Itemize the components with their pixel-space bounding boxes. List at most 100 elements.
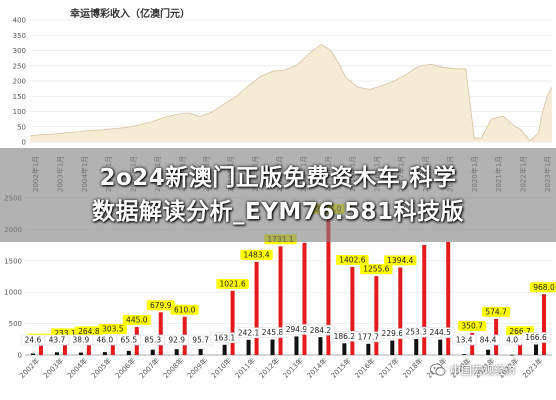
black-value-label: 242.1: [238, 328, 260, 337]
black-value-box: [306, 324, 335, 336]
red-value-label: 1255.6: [363, 265, 389, 274]
black-value-label: 294.9: [286, 325, 308, 334]
red-value-badge: [384, 255, 417, 266]
black-series-bar: [174, 349, 179, 355]
black-series-bar: [198, 348, 203, 355]
top-y-tick-label: 200: [13, 78, 26, 86]
black-value-box: [476, 334, 501, 346]
red-value-label: 968.0: [533, 283, 555, 292]
black-value-label: 38.9: [73, 336, 90, 345]
red-value-label: 1483.4: [243, 250, 269, 259]
revenue-area: [30, 44, 552, 142]
black-value-label: 245.8: [262, 328, 284, 337]
bottom-x-tick-label: 2007年: [137, 356, 161, 380]
black-series-bar: [366, 343, 371, 355]
black-value-label: 43.7: [49, 336, 66, 345]
black-value-box: [68, 334, 93, 346]
red-series-bar: [350, 266, 355, 355]
gaming-revenue-area-chart: 幸运博彩收入（亿澳门元） 0 50 100 150 200 250 300 350 400: [0, 0, 556, 148]
black-value-label: 229.6: [382, 329, 404, 338]
red-series-bar: [278, 246, 283, 355]
bottom-x-tick-label: 2005年: [89, 356, 113, 380]
top-y-tick-label: 100: [13, 108, 26, 116]
red-series-bar: [542, 294, 547, 355]
black-series-bar: [510, 354, 515, 356]
black-value-box: [425, 327, 455, 338]
bottom-y-tick-label: 1000: [4, 289, 22, 297]
black-value-label: 163.1: [214, 333, 236, 342]
revenue-line: [29, 43, 553, 142]
top-y-tick-label: 250: [13, 62, 26, 70]
wechat-icon: [430, 363, 446, 376]
red-value-badge: [530, 282, 556, 293]
black-series-bar: [78, 352, 83, 355]
black-value-label: 24.6: [25, 336, 42, 345]
red-series-bar: [86, 338, 91, 355]
top-y-tick-label: 350: [13, 32, 26, 40]
red-value-label: 1394.4: [387, 256, 413, 265]
red-value-label: 350.7: [461, 322, 483, 331]
black-value-label: 65.5: [120, 336, 137, 345]
black-series-bar: [294, 336, 299, 355]
black-series-bar: [150, 349, 155, 355]
bottom-y-tick-label: 500: [9, 320, 22, 328]
bottom-x-tick-label: 2011年: [233, 356, 257, 380]
red-series-bar: [446, 241, 451, 355]
red-value-label: 610.0: [174, 305, 196, 314]
black-value-label: 84.4: [480, 336, 497, 345]
bottom-x-tick-label: 2018年: [401, 356, 425, 380]
top-y-tick-label: 0: [22, 139, 26, 147]
black-series-bar: [390, 340, 395, 355]
black-series-bar: [462, 354, 467, 355]
bottom-x-tick-label: 2013年: [281, 356, 305, 380]
bottom-x-tick-label: 2009年: [185, 356, 209, 380]
black-value-label: 253.3: [406, 328, 428, 337]
red-series-bar: [518, 338, 523, 355]
black-series-bar: [414, 339, 419, 355]
bottom-x-tick-label: 2006年: [113, 356, 137, 380]
red-value-badge: [336, 254, 369, 265]
black-value-box: [502, 334, 522, 346]
black-value-label: 92.9: [168, 336, 185, 345]
red-value-label: 1021.6: [219, 279, 245, 288]
red-value-badge: [482, 306, 511, 317]
black-series-bar: [102, 352, 107, 355]
red-series-bar: [254, 261, 259, 355]
red-value-label: 303.5: [102, 325, 124, 334]
black-value-box: [521, 332, 551, 343]
red-series-bar: [230, 290, 235, 355]
red-series-bar: [158, 312, 163, 355]
black-series-bar: [126, 350, 131, 355]
red-value-badge: [146, 300, 175, 311]
red-value-badge: [240, 249, 273, 260]
black-value-box: [140, 334, 165, 346]
black-series-bar: [318, 337, 323, 355]
watermark-text: 中国宏观经济: [450, 364, 516, 377]
black-value-label: 95.7: [192, 336, 209, 345]
top-y-tick-label: 50: [17, 123, 26, 131]
bottom-x-tick-label: 2010年: [209, 356, 233, 380]
headline-line-2: 数据解读分析_EYM76.581科技版: [91, 199, 464, 225]
red-value-badge: [170, 304, 199, 315]
source-watermark: 中国宏观经济: [430, 360, 516, 380]
top-y-tick-label: 400: [13, 17, 26, 25]
top-chart-y-ticks: 0 50 100 150 200 250 300 350 400: [13, 17, 26, 147]
black-value-box: [44, 334, 69, 346]
bottom-x-tick-label: 2023年: [521, 356, 545, 380]
red-value-label: 445.0: [126, 316, 148, 325]
bottom-y-tick-label: 1500: [4, 257, 22, 265]
black-series-bar: [342, 343, 347, 355]
red-series-bar: [422, 244, 427, 355]
black-series-bar: [270, 339, 275, 355]
black-series-bar: [534, 344, 539, 355]
black-series-bar: [54, 352, 59, 355]
red-value-label: 1402.6: [339, 256, 365, 265]
bottom-y-tick-label: 0: [18, 352, 22, 360]
red-series-bar: [374, 276, 379, 355]
bottom-x-tick-label: 2004年: [65, 356, 89, 380]
bottom-chart-data-labels: 148.324.6233.143.7264.838.9303.546.0445.…: [20, 203, 556, 346]
red-value-label: 679.9: [150, 301, 172, 310]
black-value-box: [20, 334, 46, 346]
black-value-label: 244.5: [429, 328, 451, 337]
red-value-label: 264.8: [78, 327, 100, 336]
